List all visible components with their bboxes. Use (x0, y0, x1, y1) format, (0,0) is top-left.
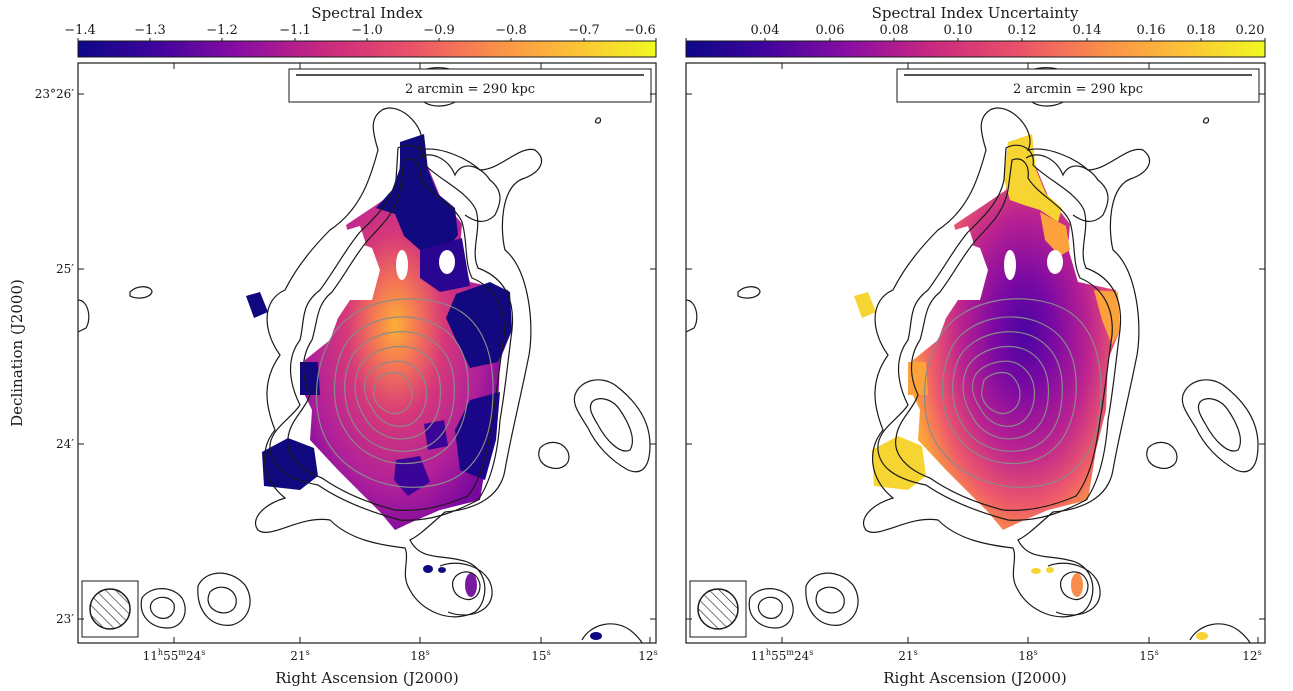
x-tick-label: 21s (898, 648, 917, 663)
x-tick-label: 12s (638, 648, 657, 663)
y-tick-label: 23′ (56, 612, 74, 626)
right-colorbar-tick-labels: 0.04 0.06 0.08 0.10 0.12 0.14 0.16 0.18 … (751, 23, 1265, 38)
right-rim (1004, 134, 1062, 222)
y-tick-label: 25′ (56, 262, 74, 276)
left-cbar-tick-label: −1.0 (351, 23, 383, 38)
left-cbar-tick-label: −0.8 (495, 23, 527, 38)
left-blob (590, 632, 602, 640)
right-colorbar (685, 40, 1266, 58)
left-blob (438, 567, 446, 573)
left-colorbar-title: Spectral Index (311, 4, 423, 22)
x-tick-label: 15s (531, 648, 550, 663)
right-contours-outer (686, 67, 1259, 643)
left-steep-region (424, 420, 448, 450)
right-hole (1004, 250, 1016, 280)
left-x-axis-label: Right Ascension (J2000) (275, 669, 458, 687)
right-x-axis-label: Right Ascension (J2000) (883, 669, 1066, 687)
left-axis-ticks (78, 63, 656, 643)
left-steep-region (446, 282, 512, 368)
left-blob (423, 565, 433, 573)
left-steep-region (300, 362, 320, 395)
left-steep-region (394, 456, 430, 496)
y-tick-label: 23°26′ (35, 87, 75, 101)
left-y-axis-label: Declination (J2000) (8, 279, 26, 427)
left-hole (439, 250, 455, 274)
right-beam (697, 588, 739, 630)
right-colorbar-title: Spectral Index Uncertainty (872, 4, 1079, 22)
left-scalebar-label: 2 arcmin = 290 kpc (405, 82, 535, 97)
x-tick-label: 11h55m24s (143, 648, 206, 663)
right-cbar-tick-label: 0.08 (880, 23, 909, 38)
left-cbar-tick-label: −1.3 (134, 23, 166, 38)
right-contours-inner (924, 298, 1102, 488)
left-colorbar (77, 40, 657, 58)
right-rim (1040, 212, 1070, 256)
right-rim (1094, 290, 1120, 345)
left-cbar-tick-label: −0.7 (568, 23, 600, 38)
right-blob (1071, 573, 1083, 597)
right-cbar-tick-label: 0.20 (1236, 23, 1265, 38)
right-cbar-tick-label: 0.14 (1073, 23, 1102, 38)
left-colorbar-tick-labels: −1.4 −1.3 −1.2 −1.1 −1.0 −0.9 −0.8 −0.7 … (64, 23, 656, 38)
left-steep-region (455, 392, 500, 480)
left-cbar-tick-label: −0.9 (423, 23, 455, 38)
x-tick-label: 15s (1139, 648, 1158, 663)
left-beam (89, 588, 131, 630)
right-x-tick-labels: 11h55m24s 21s 18s 15s 12s (751, 648, 1262, 663)
left-cbar-tick-label: −0.6 (624, 23, 656, 38)
left-contours-inner (316, 298, 494, 488)
right-rim (872, 436, 926, 490)
right-cbar-tick-label: 0.18 (1187, 23, 1216, 38)
right-axes-frame (685, 62, 1266, 644)
left-cbar-tick-label: −1.2 (206, 23, 238, 38)
x-tick-label: 11h55m24s (751, 648, 814, 663)
right-blob (1031, 568, 1041, 574)
left-cbar-tick-label: −1.4 (64, 23, 96, 38)
left-blob (465, 573, 477, 597)
right-axis-ticks (686, 63, 1265, 643)
right-map (686, 67, 1259, 643)
x-tick-label: 18s (410, 648, 429, 663)
left-axes-frame (77, 62, 657, 644)
right-blob (1196, 632, 1208, 640)
left-panel: Spectral Index −1.4 −1.3 −1.2 −1.1 −1.0 … (8, 4, 658, 687)
right-colorbar-ticks (685, 38, 1266, 41)
right-hole (1047, 250, 1063, 274)
left-steep-region (262, 438, 318, 490)
right-rim (854, 292, 876, 318)
y-tick-label: 24′ (56, 437, 74, 451)
left-steep-region (376, 134, 458, 258)
right-cbar-tick-label: 0.10 (944, 23, 973, 38)
x-tick-label: 21s (290, 648, 309, 663)
right-cbar-tick-label: 0.04 (751, 23, 780, 38)
right-cbar-tick-label: 0.12 (1008, 23, 1037, 38)
left-x-tick-labels: 11h55m24s 21s 18s 15s 12s (143, 648, 658, 663)
right-panel: Spectral Index Uncertainty 0.04 0.06 0.0… (685, 4, 1266, 687)
left-hole (396, 250, 408, 280)
left-cbar-tick-label: −1.1 (279, 23, 311, 38)
right-cbar-tick-label: 0.16 (1137, 23, 1166, 38)
left-colorbar-ticks (77, 38, 657, 41)
left-map (78, 67, 651, 643)
x-tick-label: 18s (1018, 648, 1037, 663)
x-tick-label: 12s (1242, 648, 1261, 663)
right-scalebar-label: 2 arcmin = 290 kpc (1013, 82, 1143, 97)
right-blob (1046, 567, 1054, 573)
right-rim (908, 362, 928, 395)
right-cbar-tick-label: 0.06 (816, 23, 845, 38)
left-y-tick-labels: 23°26′ 25′ 24′ 23′ (35, 87, 75, 626)
left-steep-region (246, 292, 268, 318)
